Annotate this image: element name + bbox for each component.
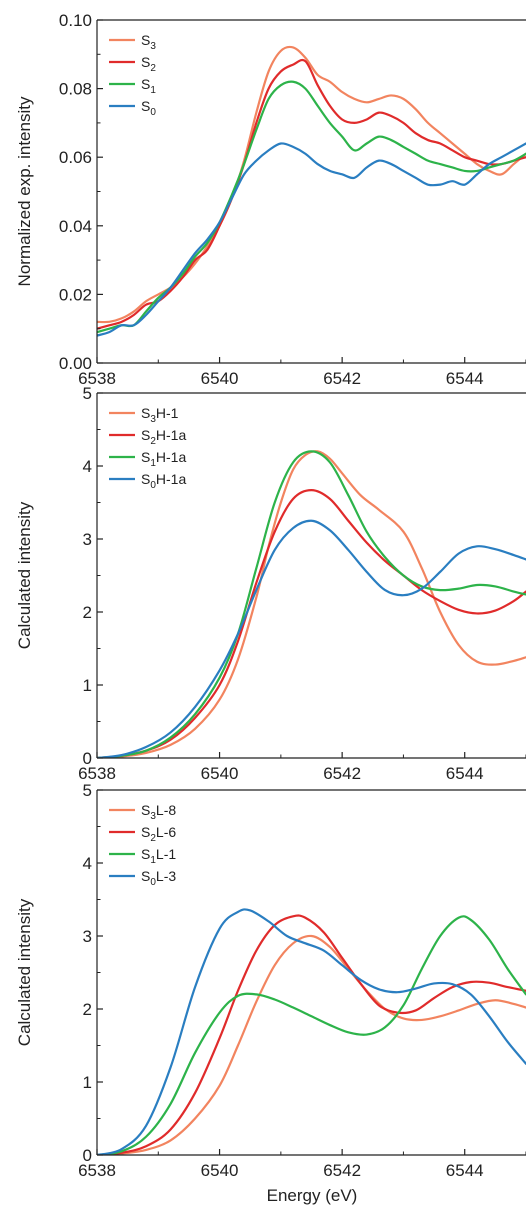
y-tick-label: 0.00 (59, 354, 92, 373)
series-line-S3H-1 (97, 451, 526, 758)
y-tick-label: 2 (83, 603, 92, 622)
x-tick-label: 6542 (323, 764, 361, 783)
x-tick-label: 6540 (201, 764, 239, 783)
legend-label-S2: S2 (141, 54, 156, 74)
y-tick-label: 0 (83, 1146, 92, 1165)
y-tick-label: 0.06 (59, 148, 92, 167)
y-axis-title: Calculated intensity (15, 501, 34, 649)
legend-label-S1H-1a: S1H-1a (141, 449, 186, 469)
x-tick-label: 6542 (323, 369, 361, 388)
x-tick-label: 6540 (201, 369, 239, 388)
y-tick-label: 3 (83, 927, 92, 946)
legend-label-S2H-1a: S2H-1a (141, 427, 186, 447)
x-axis-title: Energy (eV) (267, 1186, 358, 1205)
legend-label-S0H-1a: S0H-1a (141, 471, 186, 491)
y-tick-label: 0.08 (59, 80, 92, 99)
x-tick-label: 6540 (201, 1161, 239, 1180)
y-tick-label: 0 (83, 749, 92, 768)
y-axis-title: Calculated intensity (15, 898, 34, 1046)
legend-label-S0L-3: S0L-3 (141, 868, 176, 888)
y-tick-label: 0.10 (59, 11, 92, 30)
x-tick-label: 6544 (446, 1161, 484, 1180)
y-tick-label: 5 (83, 384, 92, 403)
panel-experimental: 6538 6540 6542 65440.000.020.040.060.080.10… (15, 11, 526, 388)
y-tick-label: 1 (83, 676, 92, 695)
y-tick-label: 5 (83, 781, 92, 800)
series-line-S1H-1a (97, 451, 526, 758)
series-line-S0H-1a (97, 521, 526, 758)
series-group (97, 47, 526, 336)
legend-label-S2L-6: S2L-6 (141, 824, 176, 844)
series-line-S2 (97, 60, 526, 329)
legend-label-S0: S0 (141, 98, 156, 118)
series-group (97, 451, 526, 758)
y-tick-label: 0.02 (59, 285, 92, 304)
y-axis-title: Normalized exp. intensity (15, 96, 34, 286)
x-tick-label: 6542 (323, 1161, 361, 1180)
y-tick-label: 4 (83, 457, 92, 476)
y-tick-label: 4 (83, 854, 92, 873)
legend-label-S1L-1: S1L-1 (141, 846, 176, 866)
y-tick-label: 1 (83, 1073, 92, 1092)
y-tick-label: 2 (83, 1000, 92, 1019)
y-tick-label: 3 (83, 530, 92, 549)
legend-label-S3H-1: S3H-1 (141, 405, 179, 425)
y-tick-label: 0.04 (59, 217, 92, 236)
legend-label-S3: S3 (141, 32, 156, 52)
x-tick-label: 6544 (446, 369, 484, 388)
legend-label-S3L-8: S3L-8 (141, 802, 176, 822)
series-line-S1L-1 (97, 916, 526, 1155)
series-line-S3L-8 (97, 936, 526, 1155)
legend-label-S1: S1 (141, 76, 156, 96)
series-line-S1 (97, 82, 526, 333)
series-line-S0 (97, 143, 526, 335)
x-tick-label: 6544 (446, 764, 484, 783)
series-group (97, 909, 526, 1155)
series-line-S2H-1a (97, 490, 526, 758)
